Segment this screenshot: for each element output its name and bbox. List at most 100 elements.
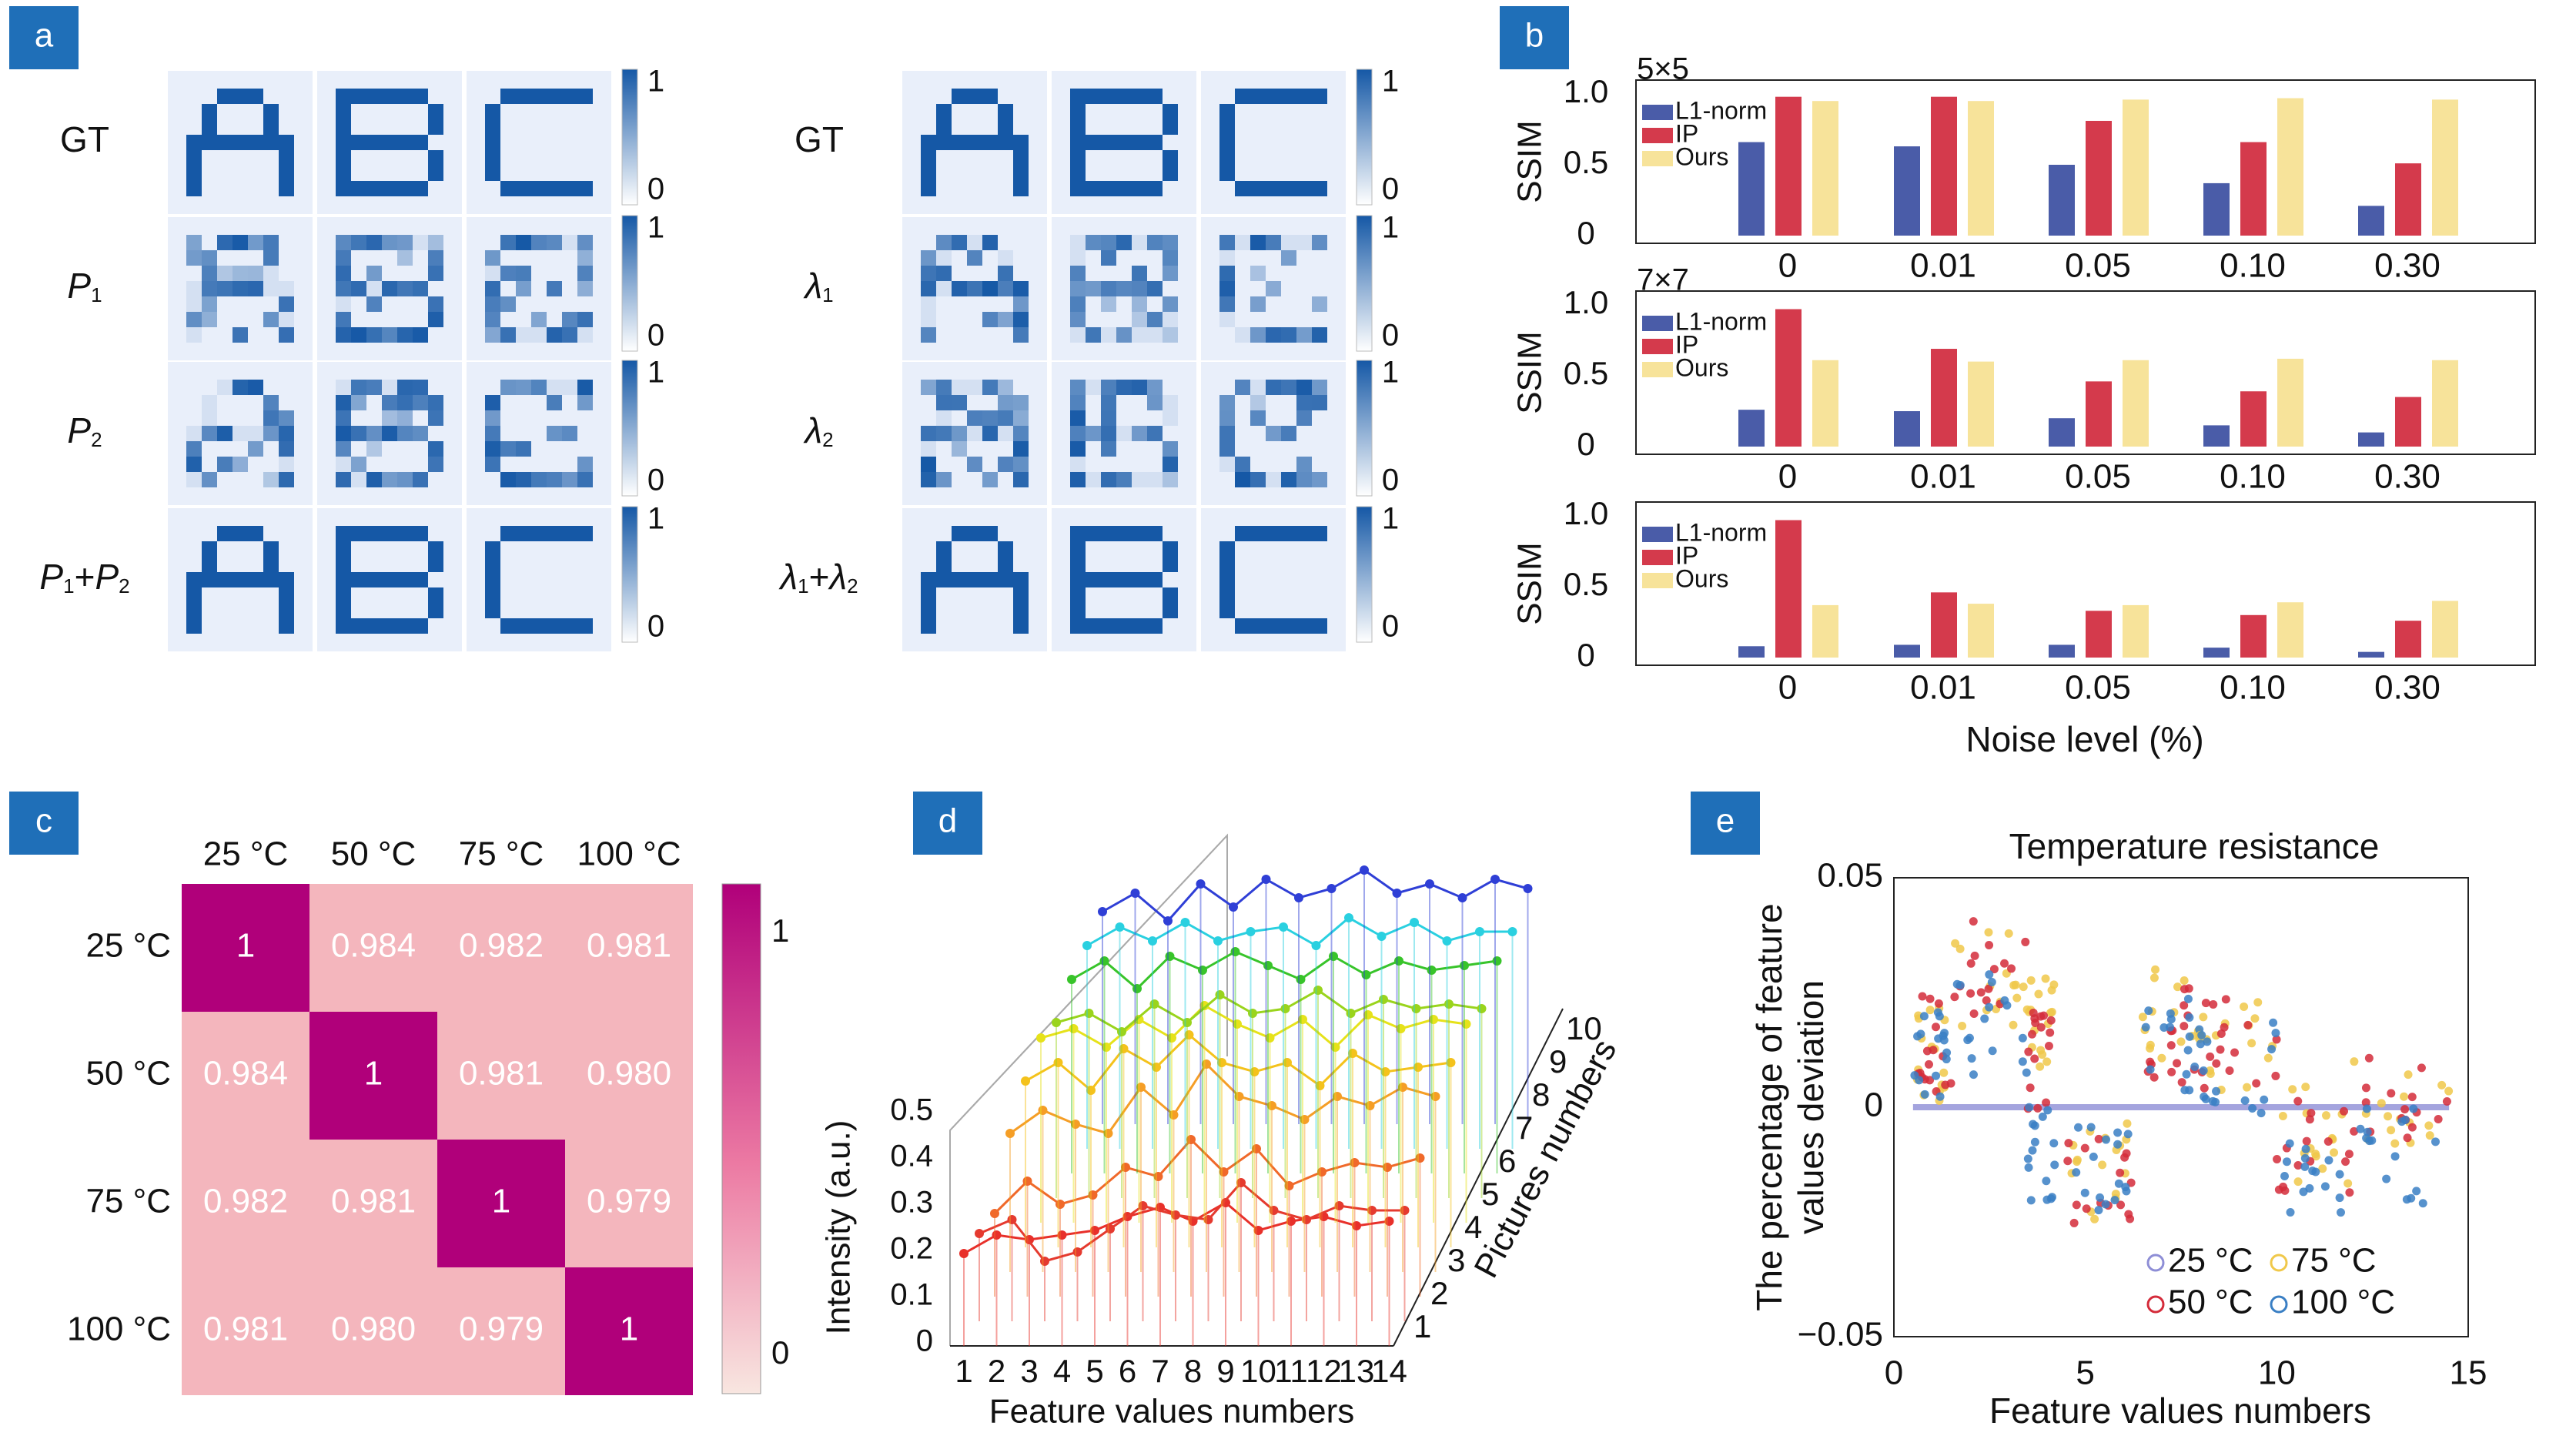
series-point	[1071, 1120, 1080, 1129]
grid-pixel	[336, 426, 351, 441]
heatmap-value: 0.979	[459, 1310, 544, 1348]
series-point	[1121, 1163, 1130, 1172]
column-label: 50 °C	[331, 835, 417, 873]
scatter-point	[2221, 995, 2230, 1004]
scatter-point	[2390, 1152, 2400, 1161]
scatter-point	[2211, 1097, 2220, 1106]
scatter-point	[2286, 1207, 2295, 1217]
grid-pixel	[397, 181, 413, 196]
heatmap-value: 0.984	[203, 1055, 288, 1093]
grid-pixel	[1163, 603, 1178, 618]
grid-pixel	[186, 166, 202, 181]
grid-pixel	[1116, 235, 1132, 250]
grid-pixel	[547, 327, 562, 343]
scatter-point	[2364, 1053, 2374, 1063]
grid-pixel	[248, 135, 263, 150]
legend-label: L1-norm	[1675, 96, 1767, 124]
series-point	[1148, 936, 1157, 946]
grid-pixel	[186, 426, 202, 441]
grid-pixel	[202, 472, 217, 487]
grid-pixel	[263, 281, 279, 296]
panel-c-correlation-heatmap: 25 °C 25 °C 50 °C 50 °C 75 °C 75 °C 100 °C 100 …	[67, 835, 789, 1395]
grid-pixel	[397, 281, 413, 296]
grid-pixel	[397, 395, 413, 410]
grid-pixel	[500, 380, 516, 395]
x-tick-label: 7	[1151, 1353, 1169, 1389]
grid-pixel	[186, 181, 202, 196]
legend-swatch	[1642, 527, 1673, 542]
scatter-point	[2049, 1139, 2059, 1148]
row-label-part: P	[67, 266, 91, 306]
grid-pixel	[500, 441, 516, 457]
grid-pixel	[1163, 557, 1178, 572]
series-point	[992, 1230, 1002, 1240]
grid-pixel	[336, 327, 351, 343]
grid-pixel	[428, 150, 443, 166]
grid-pixel	[1132, 266, 1147, 281]
column-label: 100 °C	[577, 835, 681, 873]
scatter-point	[2350, 1057, 2359, 1066]
grid-pixel	[485, 395, 500, 410]
grid-pixel	[1296, 395, 1312, 410]
grid-pixel	[998, 135, 1013, 150]
heatmap-value: 0.980	[587, 1055, 671, 1093]
scatter-point	[2183, 1046, 2193, 1055]
grid-pixel	[1163, 472, 1178, 487]
grid-pixel	[382, 281, 397, 296]
grid-pixel	[547, 395, 562, 410]
grid-pixel	[1281, 181, 1296, 196]
colorbar-tick-1: 1	[1382, 356, 1399, 390]
grid-pixel	[531, 526, 547, 541]
scatter-point	[2250, 1014, 2260, 1023]
scatter-point	[2437, 1080, 2447, 1090]
grid-pixel	[982, 89, 998, 104]
scatter-point	[1984, 984, 1993, 993]
scatter-point	[2030, 1014, 2039, 1023]
grid-pixel	[351, 181, 366, 196]
scatter-point	[2300, 1153, 2310, 1163]
scatter-point	[2301, 1144, 2310, 1153]
series-point	[1183, 1018, 1192, 1027]
bar-Ours	[1968, 101, 1994, 236]
grid-pixel	[1163, 441, 1178, 457]
series-point	[1165, 952, 1175, 961]
grid-pixel	[263, 235, 279, 250]
series-point	[1475, 927, 1484, 936]
grid-pixel	[413, 395, 428, 410]
grid-pixel	[1013, 312, 1029, 327]
grid-pixel	[202, 426, 217, 441]
colorbar	[721, 883, 761, 1394]
grid-pixel	[413, 426, 428, 441]
legend-label: Ours	[1675, 142, 1728, 170]
grid-pixel	[1266, 472, 1281, 487]
series-point	[1130, 889, 1140, 898]
series-point	[1219, 1167, 1229, 1177]
bar-IP	[1775, 520, 1802, 658]
scatter-point	[2144, 1006, 2153, 1016]
grid-pixel	[279, 457, 294, 472]
grid-pixel	[428, 603, 443, 618]
grid-pixel	[1132, 526, 1147, 541]
scatter-point	[2320, 1182, 2330, 1191]
series-point	[1492, 956, 1502, 966]
scatter-point	[1966, 959, 1975, 968]
grid-pixel	[1013, 166, 1029, 181]
series-point	[1365, 1101, 1375, 1110]
grid-pixel	[936, 395, 952, 410]
scatter-point	[2293, 1160, 2303, 1170]
grid-pixel	[1013, 181, 1029, 196]
series-point	[1053, 1058, 1063, 1067]
grid-pixel	[982, 426, 998, 441]
grid-pixel	[366, 235, 382, 250]
grid-pixel	[336, 266, 351, 281]
grid-pixel	[485, 266, 500, 281]
grid-pixel	[1296, 327, 1312, 343]
series-point	[1446, 1058, 1456, 1067]
grid-pixel	[1219, 266, 1235, 281]
scatter-point	[1987, 977, 1996, 986]
grid-pixel	[382, 618, 397, 634]
scatter-point	[1980, 1014, 1989, 1023]
scatter-point	[2185, 1013, 2194, 1022]
